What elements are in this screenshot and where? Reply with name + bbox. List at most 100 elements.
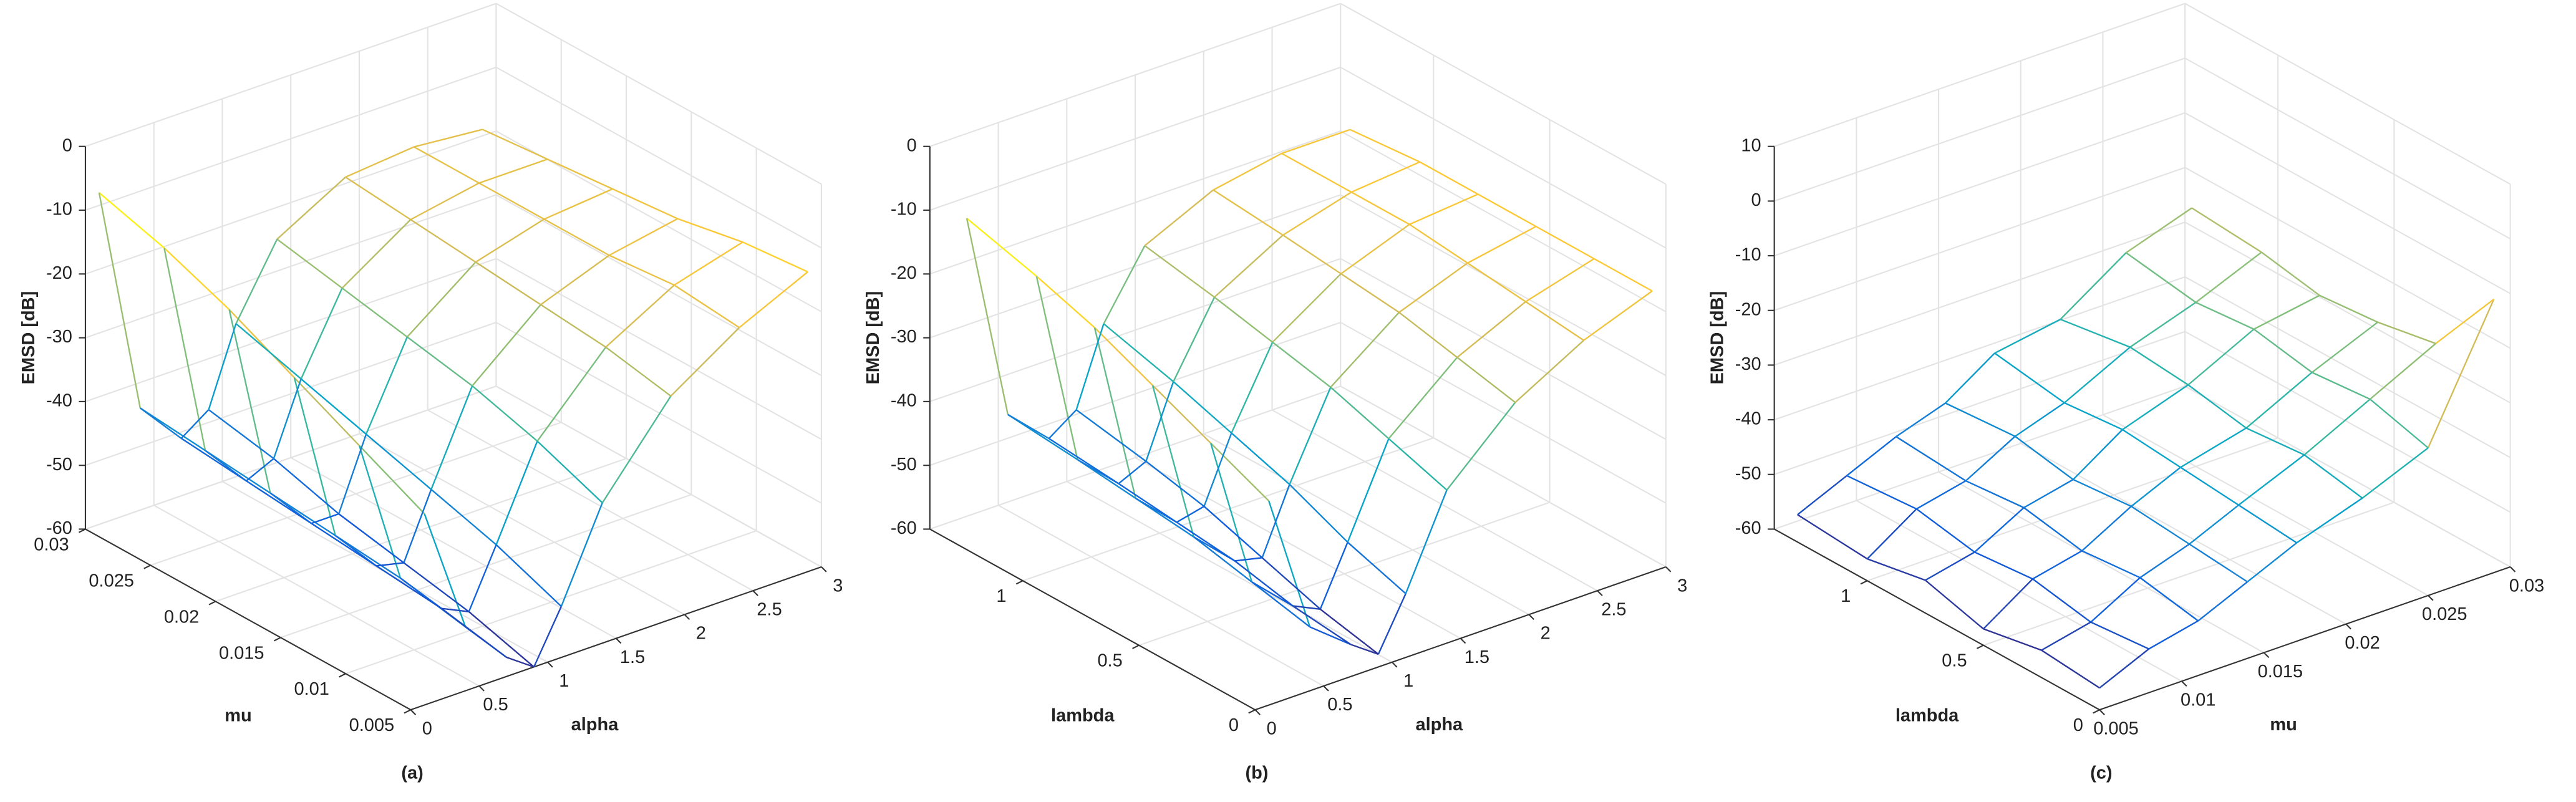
mesh-segment: [482, 128, 548, 160]
mesh-segment: [2370, 342, 2436, 400]
mesh-segment: [609, 254, 675, 286]
grid-line: [153, 505, 480, 687]
grid-line: [1774, 167, 2186, 311]
mesh-segment: [2254, 294, 2320, 330]
grid-line: [85, 66, 496, 211]
grid-line: [2184, 385, 2511, 568]
mesh-segment: [1261, 484, 1290, 558]
mesh-segment: [1866, 508, 1917, 559]
mesh-segment: [1075, 323, 1105, 410]
mesh-segment: [1525, 258, 1595, 302]
grid-line: [495, 385, 822, 568]
grid-line: [495, 66, 822, 249]
x-tick-label: 0.015: [2258, 662, 2303, 682]
mesh-segment: [2195, 251, 2262, 303]
mesh-segment: [1377, 593, 1407, 655]
mesh-segment: [2189, 504, 2239, 545]
z-tick-label: -30: [46, 327, 72, 347]
mesh-segment: [1144, 245, 1215, 298]
mesh-segment: [1214, 296, 1273, 343]
mesh-segment: [1007, 413, 1050, 440]
mesh-segment: [1340, 223, 1410, 274]
mesh-segment: [208, 323, 237, 410]
z-tick-label: -20: [1735, 299, 1761, 319]
mesh-segment: [1965, 435, 2016, 481]
grid-line: [1774, 57, 2186, 202]
mesh-segment: [2041, 649, 2100, 689]
x-tick-label: 1.5: [1465, 647, 1489, 667]
z-tick-label: -60: [46, 518, 72, 538]
x-tick-label: 3: [1677, 576, 1687, 596]
z-tick-label: -50: [891, 455, 917, 475]
grid-line: [85, 385, 496, 530]
x-tick-label: 0.005: [2093, 718, 2139, 738]
mesh-segment: [540, 254, 610, 306]
mesh-segment: [1456, 301, 1526, 359]
mesh-segment: [1398, 311, 1458, 359]
mesh-segment: [2023, 507, 2083, 552]
z-tick-label: -10: [46, 200, 72, 220]
mesh-segment: [609, 218, 678, 256]
mesh-segment: [2090, 621, 2149, 650]
mesh-segment: [407, 336, 473, 387]
tick-mark: [1323, 685, 1329, 692]
mesh-segment: [1210, 443, 1253, 582]
y-axis-label: lambda: [1896, 705, 1959, 725]
mesh-segment: [2139, 577, 2199, 622]
mesh-segment: [1409, 193, 1478, 225]
grid-line: [85, 322, 496, 466]
y-tick-label: 0.025: [89, 571, 134, 591]
grid-line: [1340, 194, 1667, 377]
mesh-segment: [1145, 460, 1205, 507]
mesh-segment: [366, 433, 432, 490]
mesh-segment: [1983, 578, 2033, 630]
mesh-segment: [547, 158, 613, 190]
mesh-segment: [1103, 245, 1146, 324]
mesh-segment: [1193, 536, 1252, 583]
tick-mark: [1860, 580, 1868, 585]
mesh-segment: [1213, 152, 1282, 191]
z-tick-label: 0: [62, 135, 72, 155]
mesh-segment: [468, 611, 535, 668]
mesh-segment: [478, 182, 545, 220]
mesh-segment: [612, 188, 678, 220]
mesh-segment: [2090, 577, 2141, 623]
mesh-segment: [1118, 460, 1147, 485]
mesh-segment: [2311, 321, 2378, 374]
x-tick-label: 0.03: [2509, 576, 2544, 596]
axis-line: [410, 566, 822, 711]
mesh-segment: [543, 218, 610, 256]
mesh-segment: [1983, 628, 2042, 651]
mesh-segment: [1289, 387, 1332, 485]
mesh-segment: [1994, 352, 2065, 403]
grid-line: [1774, 331, 2186, 475]
tick-mark: [547, 662, 553, 668]
mesh-segment: [293, 377, 336, 536]
mesh-segment: [335, 534, 401, 579]
grid-line: [2020, 443, 2346, 625]
tick-mark: [2181, 680, 2187, 687]
tick-mark: [1528, 614, 1534, 621]
mesh-segment: [338, 513, 405, 564]
mesh-segment: [1388, 357, 1458, 440]
mesh-segment: [1210, 442, 1270, 502]
grid-line: [1774, 221, 2186, 366]
mesh-segment: [269, 492, 336, 536]
grid-line: [1938, 471, 2265, 654]
mesh-segment: [2247, 542, 2297, 582]
panel: 0.005 0.01 0.015 0.02 0.025 0.03 0 0.5 1 -60 -50 -4…: [1708, 2, 2544, 783]
mesh-segment: [2131, 505, 2190, 545]
mesh-segment: [1144, 189, 1214, 246]
z-tick-label: -60: [891, 518, 917, 538]
mesh-segment: [311, 513, 339, 524]
grid-line: [2184, 2, 2511, 185]
x-tick-label: 0.5: [483, 695, 508, 715]
mesh-segment: [2435, 298, 2495, 344]
mesh-segment: [536, 440, 603, 504]
mesh-segment: [208, 409, 274, 460]
mesh-segment: [1094, 327, 1153, 386]
z-tick-label: 0: [907, 135, 917, 155]
tick-mark: [2093, 709, 2100, 714]
grid-line: [1138, 501, 1550, 646]
mesh-segment: [1525, 301, 1584, 341]
